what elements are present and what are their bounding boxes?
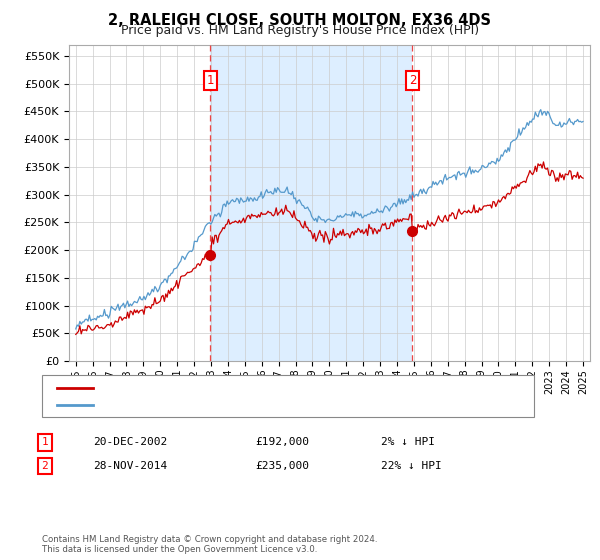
Bar	[211, 45, 412, 361]
Text: 28-NOV-2014: 28-NOV-2014	[93, 461, 167, 471]
Text: 1: 1	[206, 74, 214, 87]
Text: 1: 1	[41, 437, 49, 447]
Text: 2, RALEIGH CLOSE, SOUTH MOLTON, EX36 4DS: 2, RALEIGH CLOSE, SOUTH MOLTON, EX36 4DS	[109, 13, 491, 28]
Text: 2% ↓ HPI: 2% ↓ HPI	[381, 437, 435, 447]
Text: Price paid vs. HM Land Registry's House Price Index (HPI): Price paid vs. HM Land Registry's House …	[121, 24, 479, 36]
Text: £192,000: £192,000	[255, 437, 309, 447]
Text: 2: 2	[409, 74, 416, 87]
Text: Contains HM Land Registry data © Crown copyright and database right 2024.
This d: Contains HM Land Registry data © Crown c…	[42, 535, 377, 554]
Text: 22% ↓ HPI: 22% ↓ HPI	[381, 461, 442, 471]
Text: 2, RALEIGH CLOSE, SOUTH MOLTON, EX36 4DS (detached house): 2, RALEIGH CLOSE, SOUTH MOLTON, EX36 4DS…	[99, 383, 437, 393]
Text: HPI: Average price, detached house, North Devon: HPI: Average price, detached house, Nort…	[99, 400, 358, 409]
Text: 20-DEC-2002: 20-DEC-2002	[93, 437, 167, 447]
Text: 2: 2	[41, 461, 49, 471]
Text: £235,000: £235,000	[255, 461, 309, 471]
